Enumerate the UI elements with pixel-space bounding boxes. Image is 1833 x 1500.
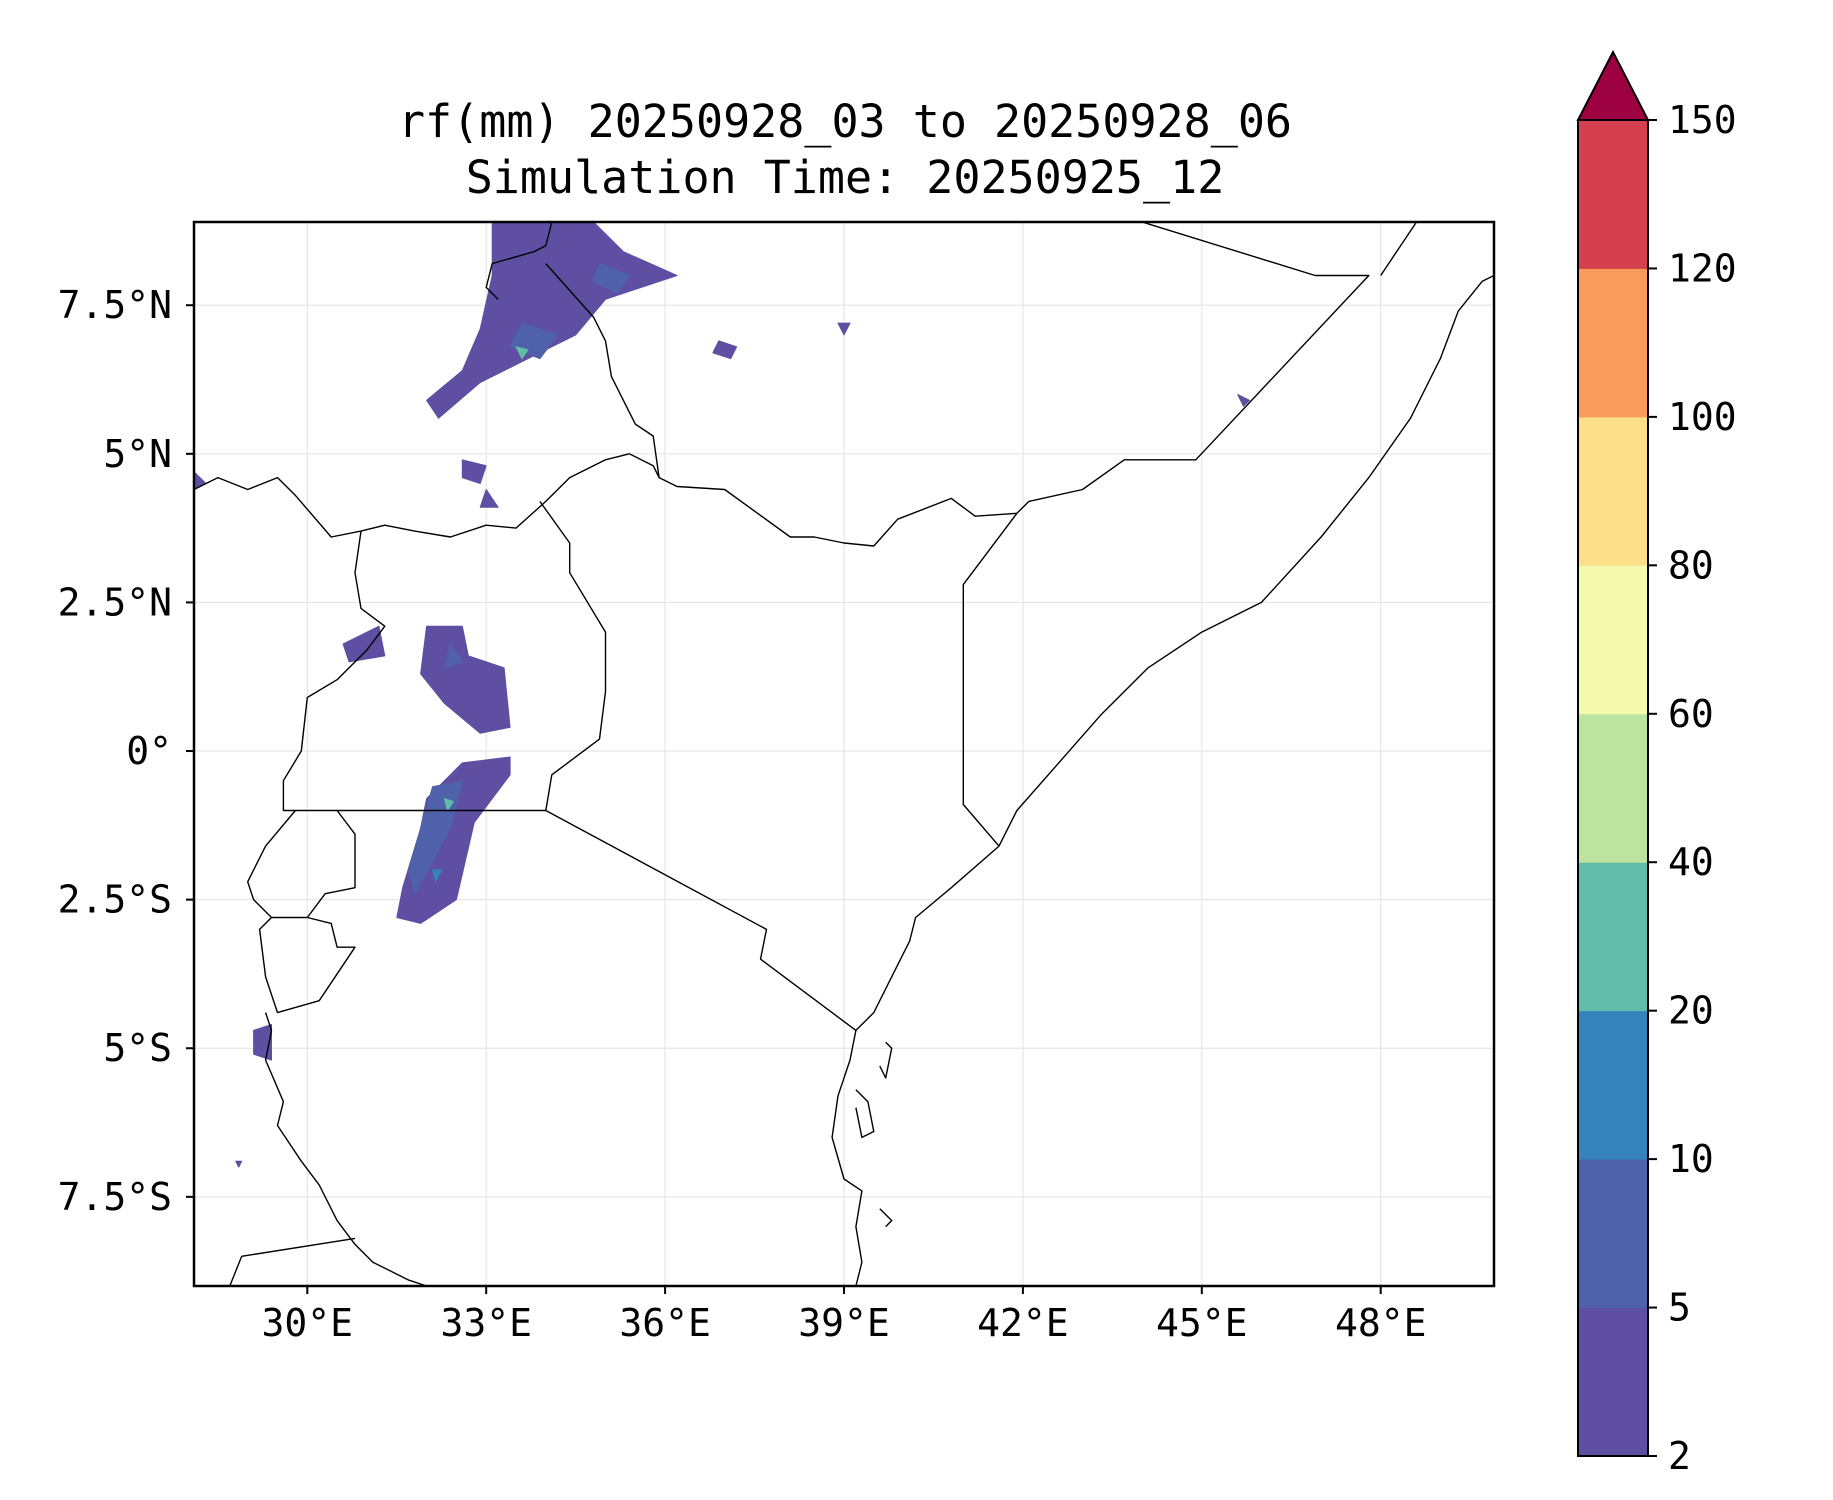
colorbar-segment xyxy=(1578,1307,1648,1457)
boundary-zambia-drc xyxy=(241,1237,356,1257)
boundary-sudan-ethiopia xyxy=(485,222,553,300)
rainfall-layer xyxy=(194,222,1250,1168)
lon-tick-label: 30°E xyxy=(262,1301,354,1345)
boundary-zambia-drc-b xyxy=(229,1256,243,1286)
rain-area-somalia-small-cell xyxy=(1237,393,1250,407)
lon-tick-label: 36°E xyxy=(619,1301,711,1345)
latitude-axis: 7.5°N 5°N 2.5°N 0° 2.5°S 5°S 7.5°S xyxy=(58,283,194,1219)
coastline-pemba xyxy=(879,1041,893,1079)
rain-area-uganda-north-cell-b xyxy=(479,489,499,508)
rain-area-uganda-central xyxy=(420,625,511,734)
lat-tick-label: 5°N xyxy=(103,432,172,476)
boundary-rwanda xyxy=(246,809,356,919)
boundary-ken-tza xyxy=(545,809,857,1031)
lon-tick-label: 42°E xyxy=(977,1301,1069,1345)
coastline-east-africa-coast xyxy=(831,274,1494,1286)
lat-tick-label: 5°S xyxy=(103,1026,172,1070)
lon-tick-label: 39°E xyxy=(798,1301,890,1345)
colorbar-segment xyxy=(1578,1010,1648,1160)
colorbar-tick-label: 10 xyxy=(1668,1137,1714,1181)
colorbar-tick-label: 120 xyxy=(1668,246,1737,290)
lat-tick-label: 7.5°N xyxy=(58,283,172,327)
boundary-uga-ken xyxy=(539,500,607,811)
rain-area-uganda-central-core xyxy=(444,643,463,669)
lon-tick-label: 45°E xyxy=(1156,1301,1248,1345)
rain-area-ethiopia-small-cell xyxy=(837,322,851,336)
colorbar-frame xyxy=(1577,119,1649,1457)
lon-tick-label: 48°E xyxy=(1335,1301,1427,1345)
map-subtitle: Simulation Time: 20250925_12 xyxy=(465,151,1225,204)
lat-tick-label: 2.5°S xyxy=(58,878,172,922)
map-title: rf(mm) 20250928_03 to 20250928_06 xyxy=(397,95,1293,148)
rain-area-south-sudan-east-cell xyxy=(712,340,738,360)
boundary-ssd-uga-drc xyxy=(194,453,630,538)
colorbar-extend-arrow xyxy=(1576,49,1650,121)
colorbar-segment xyxy=(1578,713,1648,863)
colorbar-segment xyxy=(1578,1159,1648,1309)
colorbar-tick-label: 100 xyxy=(1668,395,1737,439)
colorbar-tick-label: 5 xyxy=(1668,1286,1691,1330)
gridlines xyxy=(194,222,1494,1286)
colorbar-segment xyxy=(1578,565,1648,715)
colorbar-tick-label: 40 xyxy=(1668,840,1714,884)
boundary-ken-som xyxy=(962,512,1018,847)
colorbar-segment xyxy=(1578,120,1648,269)
colorbar-tick-label: 20 xyxy=(1668,989,1714,1033)
boundary-ssd-eth xyxy=(545,263,660,478)
rain-area-lake-victoria-west xyxy=(396,756,511,924)
colorbar-tick-label: 80 xyxy=(1668,543,1714,587)
rain-area-uganda-west-cell xyxy=(342,625,386,663)
rain-area-lake-victoria-peak-b xyxy=(432,869,442,883)
boundary-burundi xyxy=(258,916,356,1014)
lon-tick-label: 33°E xyxy=(440,1301,532,1345)
lat-tick-label: 2.5°N xyxy=(58,580,172,624)
country-boundaries xyxy=(194,222,1494,1286)
colorbar-segment xyxy=(1578,268,1648,418)
rain-area-north-core-peak xyxy=(515,346,529,360)
lat-tick-label: 0° xyxy=(126,729,172,773)
coastline-mafia xyxy=(879,1208,893,1228)
boundary-som-puntland xyxy=(1380,222,1418,276)
colorbar-segment xyxy=(1578,416,1648,566)
boundary-drc-tza-lake xyxy=(264,1012,427,1286)
colorbar-segment xyxy=(1578,862,1648,1012)
colorbar-tick-label: 150 xyxy=(1668,98,1737,142)
longitude-axis: 30°E 33°E 36°E 39°E 42°E 45°E 48°E xyxy=(262,1286,1427,1345)
colorbar-tick-label: 2 xyxy=(1668,1434,1691,1478)
lat-tick-label: 7.5°S xyxy=(58,1175,172,1219)
rain-area-tanzania-west-speck xyxy=(235,1160,243,1168)
colorbar-tick-label: 60 xyxy=(1668,692,1714,736)
boundary-uga-drc-west xyxy=(282,531,386,812)
coastline-zanzibar xyxy=(855,1089,875,1139)
boundary-ssd-ilemi xyxy=(628,453,1017,547)
rain-area-uganda-north-cell xyxy=(461,459,487,484)
colorbar: 2 5 10 20 40 60 80 100 120 150 xyxy=(1576,49,1737,1478)
rain-area-lake-victoria-peak xyxy=(444,798,454,811)
rain-area-south-sudan-ethiopia-north xyxy=(426,222,678,419)
rain-area-north-core-b xyxy=(593,263,630,294)
boundary-eth-som xyxy=(1016,222,1370,514)
